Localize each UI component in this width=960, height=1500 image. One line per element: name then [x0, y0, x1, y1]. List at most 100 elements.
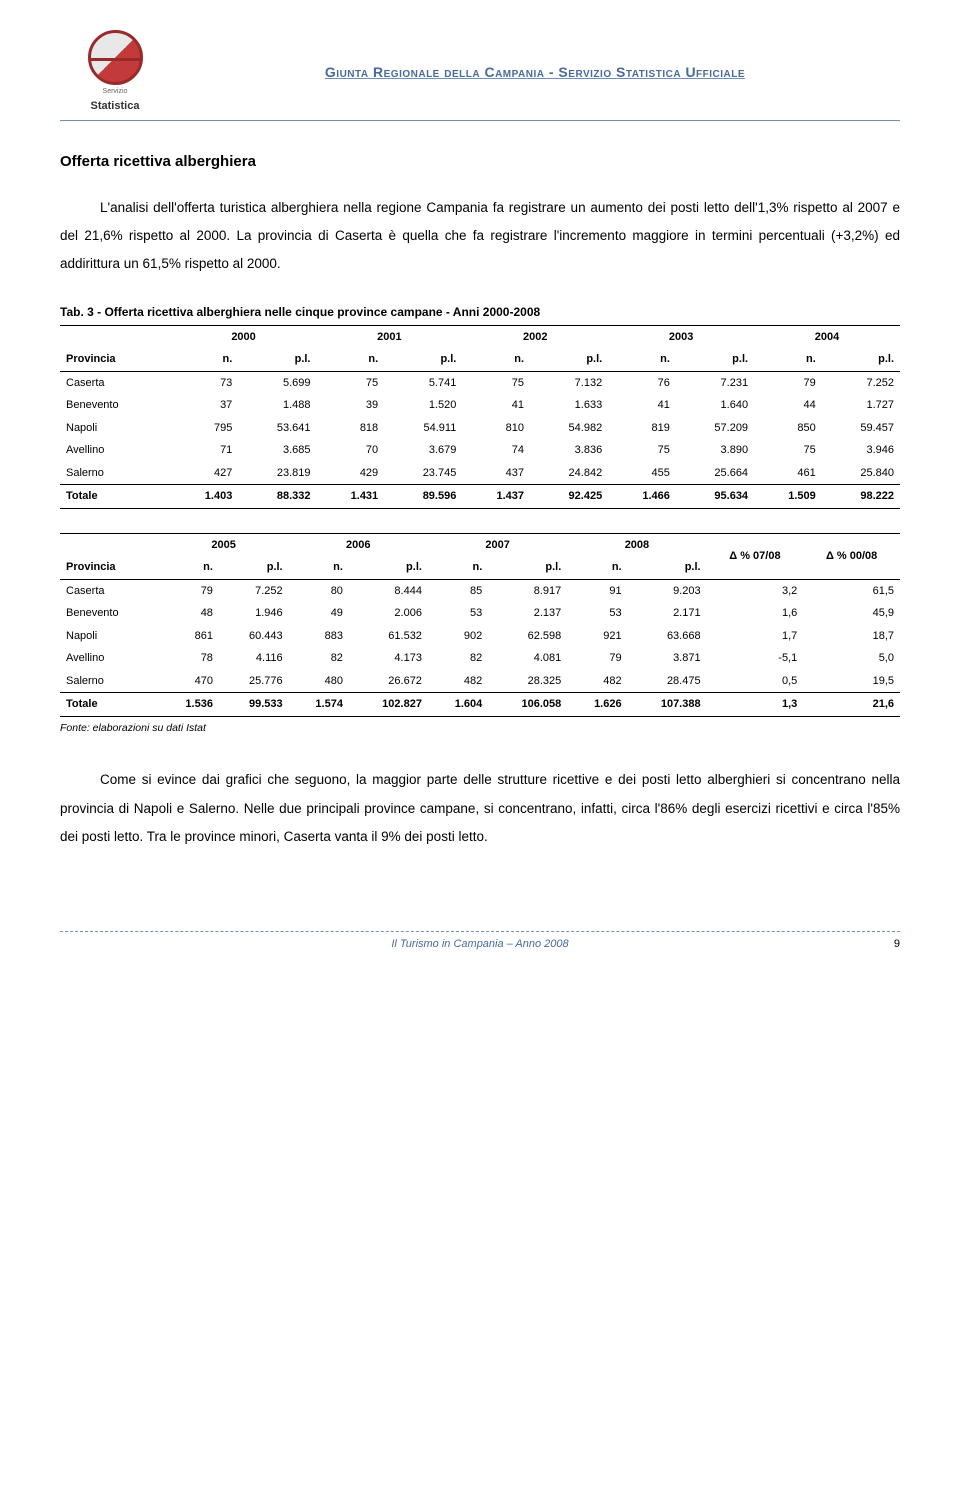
logo-label: Servizio Statistica — [91, 87, 140, 114]
cell: 5.699 — [238, 371, 316, 394]
cell: 78 — [159, 647, 219, 670]
cell: 76 — [608, 371, 676, 394]
cell: 82 — [428, 647, 488, 670]
row-label: Caserta — [60, 579, 159, 602]
cell: 59.457 — [822, 417, 900, 440]
cell: 21,6 — [803, 693, 900, 717]
cell: 2.006 — [349, 602, 428, 625]
cell: 1.509 — [754, 485, 822, 509]
cell: 1.536 — [159, 693, 219, 717]
cell: 1.520 — [384, 394, 462, 417]
cell: 7.132 — [530, 371, 608, 394]
section-title: Offerta ricettiva alberghiera — [60, 151, 900, 174]
table-caption: Tab. 3 - Offerta ricettiva alberghiera n… — [60, 303, 900, 321]
cell: 79 — [754, 371, 822, 394]
cell: 3.946 — [822, 439, 900, 462]
cell: 1.574 — [289, 693, 349, 717]
cell: 861 — [159, 625, 219, 648]
col-n: n. — [428, 556, 488, 579]
cell: 461 — [754, 462, 822, 485]
cell: 482 — [428, 670, 488, 693]
logo-small-text: Servizio — [103, 88, 128, 95]
cell: 1,7 — [707, 625, 804, 648]
cell: 91 — [567, 579, 627, 602]
row-label: Salerno — [60, 462, 171, 485]
cell: 63.668 — [628, 625, 707, 648]
cell: 99.533 — [219, 693, 289, 717]
cell: 28.325 — [488, 670, 567, 693]
table1-year: 2004 — [754, 325, 900, 348]
cell: 71 — [171, 439, 239, 462]
col-n: n. — [159, 556, 219, 579]
logo: Servizio Statistica — [60, 30, 170, 114]
table1-year: 2002 — [462, 325, 608, 348]
cell: 3.890 — [676, 439, 754, 462]
cell: 54.982 — [530, 417, 608, 440]
cell: -5,1 — [707, 647, 804, 670]
cell: 8.444 — [349, 579, 428, 602]
cell: 1.431 — [316, 485, 384, 509]
cell: 3.836 — [530, 439, 608, 462]
cell: 26.672 — [349, 670, 428, 693]
table2-year: 2005 — [159, 533, 289, 556]
cell: 1.466 — [608, 485, 676, 509]
table-row: Napoli86160.44388361.53290262.59892163.6… — [60, 625, 900, 648]
table1-year: 2003 — [608, 325, 754, 348]
table2-year: 2008 — [567, 533, 706, 556]
col-n: n. — [567, 556, 627, 579]
cell: 482 — [567, 670, 627, 693]
cell: 437 — [462, 462, 530, 485]
cell: 7.252 — [219, 579, 289, 602]
paragraph-intro: L'analisi dell'offerta turistica albergh… — [60, 194, 900, 279]
cell: 61,5 — [803, 579, 900, 602]
cell: 79 — [567, 647, 627, 670]
cell: 883 — [289, 625, 349, 648]
cell: 8.917 — [488, 579, 567, 602]
col-pl: p.l. — [349, 556, 428, 579]
cell: 48 — [159, 602, 219, 625]
cell: 2.137 — [488, 602, 567, 625]
col-delta-0008: Δ % 00/08 — [803, 533, 900, 579]
cell: 44 — [754, 394, 822, 417]
cell: 79 — [159, 579, 219, 602]
cell: 25.776 — [219, 670, 289, 693]
cell: 1.437 — [462, 485, 530, 509]
table2-year-row: 2005 2006 2007 2008 Δ % 07/08 Δ % 00/08 — [60, 533, 900, 556]
cell: 107.388 — [628, 693, 707, 717]
col-pl: p.l. — [219, 556, 289, 579]
cell: 75 — [754, 439, 822, 462]
cell: 5.741 — [384, 371, 462, 394]
table-2005-2008: 2005 2006 2007 2008 Δ % 07/08 Δ % 00/08 … — [60, 533, 900, 717]
table1-subheader-row: Provincia n. p.l. n. p.l. n. p.l. n. p.l… — [60, 348, 900, 371]
col-provincia: Provincia — [60, 348, 171, 371]
cell: 89.596 — [384, 485, 462, 509]
col-pl: p.l. — [238, 348, 316, 371]
cell: 1.604 — [428, 693, 488, 717]
cell: 73 — [171, 371, 239, 394]
cell: 902 — [428, 625, 488, 648]
cell: 92.425 — [530, 485, 608, 509]
cell: 429 — [316, 462, 384, 485]
footer-title: Il Turismo in Campania – Anno 2008 — [90, 936, 870, 953]
cell: 7.231 — [676, 371, 754, 394]
cell: 24.842 — [530, 462, 608, 485]
cell: 1,3 — [707, 693, 804, 717]
cell: 41 — [462, 394, 530, 417]
cell: 85 — [428, 579, 488, 602]
cell: 470 — [159, 670, 219, 693]
table-row: Napoli79553.64181854.91181054.98281957.2… — [60, 417, 900, 440]
cell: 795 — [171, 417, 239, 440]
table-source: Fonte: elaborazioni su dati Istat — [60, 721, 900, 737]
cell: 23.819 — [238, 462, 316, 485]
table-row: Caserta797.252808.444858.917919.2033,261… — [60, 579, 900, 602]
cell: 70 — [316, 439, 384, 462]
cell: 60.443 — [219, 625, 289, 648]
cell: 25.840 — [822, 462, 900, 485]
cell: 3,2 — [707, 579, 804, 602]
cell: 4.173 — [349, 647, 428, 670]
paragraph-analysis: Come si evince dai grafici che seguono, … — [60, 766, 900, 851]
cell: 1,6 — [707, 602, 804, 625]
col-n: n. — [608, 348, 676, 371]
cell: 75 — [608, 439, 676, 462]
cell: 62.598 — [488, 625, 567, 648]
